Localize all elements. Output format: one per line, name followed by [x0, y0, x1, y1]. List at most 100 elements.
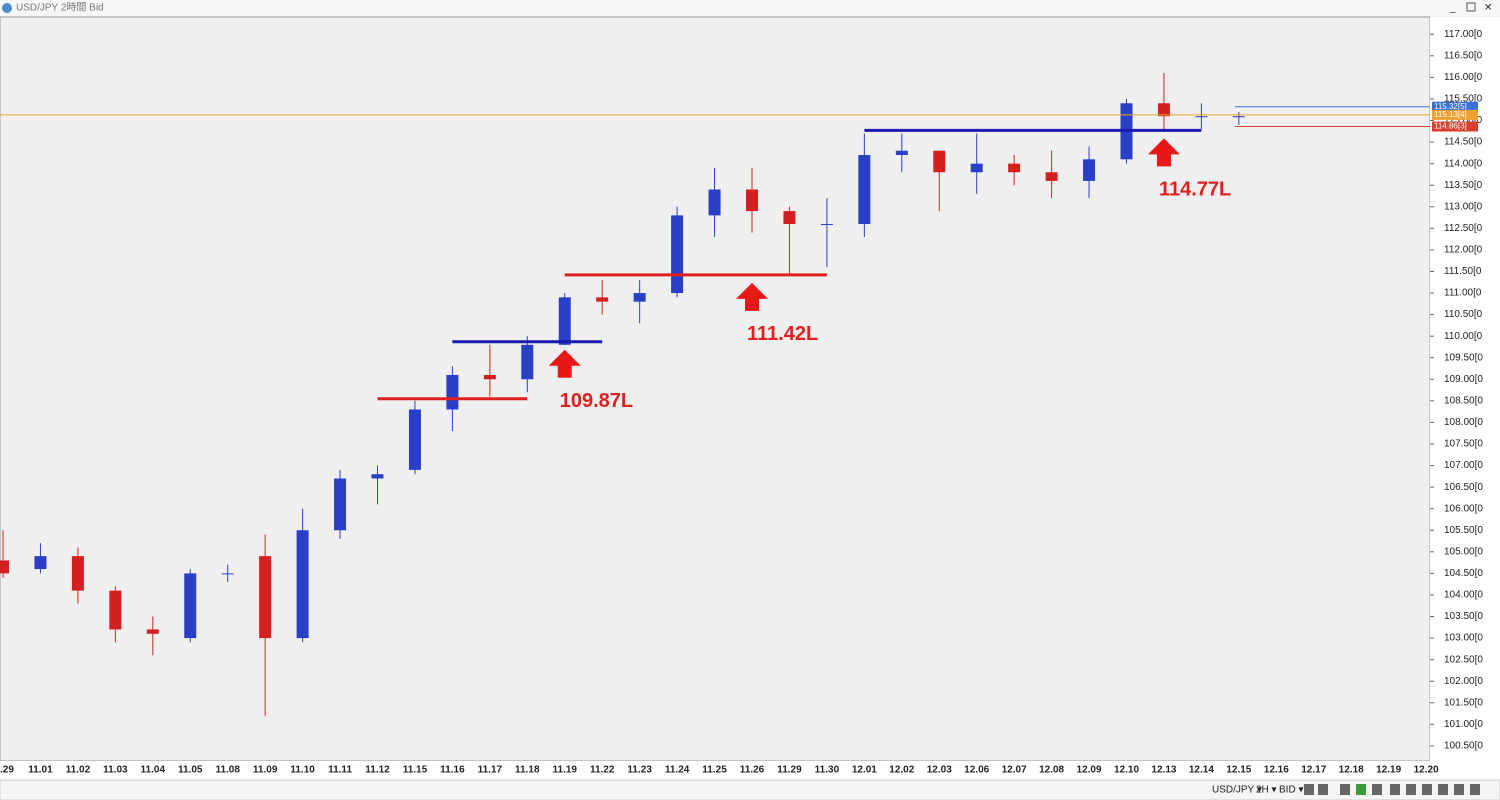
y-tick-label: 105.00[0: [1444, 546, 1483, 557]
y-tick-label: 108.50[0: [1444, 396, 1483, 407]
candle-body: [596, 297, 609, 302]
y-tick-label: 106.50[0: [1444, 482, 1483, 493]
candle-body: [671, 215, 684, 294]
candle-body: [334, 478, 347, 531]
arrow-icon: [548, 349, 581, 378]
minimize-button[interactable]: _: [1449, 3, 1456, 14]
y-tick-label: 107.50[0: [1444, 439, 1483, 450]
x-tick-label: 12.19: [1376, 765, 1401, 776]
close-button[interactable]: ✕: [1484, 3, 1492, 14]
x-tick-label: 11.11: [328, 765, 352, 776]
level-label: 114.77L: [1159, 179, 1231, 201]
x-tick-label: 12.10: [1114, 765, 1139, 776]
x-tick-label: 12.07: [1002, 765, 1027, 776]
tool-icon[interactable]: [1422, 784, 1432, 795]
y-tick-label: 105.50[0: [1444, 525, 1483, 536]
y-tick-label: 102.00[0: [1444, 676, 1483, 687]
app-icon: [2, 3, 12, 13]
candle-body: [109, 590, 122, 630]
x-tick-label: 12.20: [1414, 765, 1439, 776]
tool-icon[interactable]: [1454, 784, 1464, 795]
candle-body: [371, 474, 384, 479]
x-tick-label: 11.03: [103, 765, 128, 776]
y-tick-label: 112.00[0: [1444, 245, 1483, 256]
title-bar: [0, 0, 1500, 16]
symbol-select[interactable]: USD/JPY ▾: [1212, 785, 1262, 796]
y-tick-label: 109.00[0: [1444, 374, 1483, 385]
x-tick-label: 11.22: [590, 765, 615, 776]
tool-icon[interactable]: [1372, 784, 1382, 795]
arrow-icon: [1147, 138, 1180, 167]
y-tick-label: 109.50[0: [1444, 352, 1483, 363]
candle-body: [933, 150, 946, 173]
tool-icon[interactable]: [1470, 784, 1480, 795]
x-tick-label: 11.23: [627, 765, 652, 776]
y-tick-label: 110.00[0: [1444, 331, 1483, 342]
y-tick-label: 106.00[0: [1444, 503, 1483, 514]
candle-body: [746, 189, 758, 212]
maximize-button[interactable]: [1466, 2, 1476, 12]
toolbar: [0, 779, 1500, 800]
y-tick-label: 102.50[0: [1444, 654, 1483, 665]
x-tick-label: 12.16: [1264, 765, 1289, 776]
y-tick-label: 111.00[0: [1444, 288, 1482, 299]
x-tick-label: 11.18: [515, 765, 540, 776]
x-tick-label: 11.26: [740, 765, 765, 776]
x-tick-label: 11.05: [178, 765, 203, 776]
candle-body: [783, 211, 796, 225]
y-tick-label: 114.00[0: [1444, 158, 1483, 169]
candle-body: [1083, 159, 1096, 181]
x-tick-label: 11.29: [777, 765, 802, 776]
x-tick-label: 11.24: [665, 765, 690, 776]
x-tick-label: 11.19: [553, 765, 578, 776]
x-tick-label: 11.25: [702, 765, 727, 776]
candle-body: [221, 573, 234, 575]
y-tick-label: 117.00[0: [1444, 29, 1483, 40]
tool-icon[interactable]: [1340, 784, 1350, 795]
y-tick-label: 112.50[0: [1444, 223, 1483, 234]
candle-body: [446, 374, 459, 410]
y-tick-label: 115.50[0: [1444, 94, 1483, 105]
x-tick-label: .29: [0, 765, 14, 776]
candle-body: [521, 344, 534, 380]
y-tick-label: 113.50[0: [1444, 180, 1483, 191]
x-tick-label: 11.15: [403, 765, 428, 776]
tool-icon[interactable]: [1304, 784, 1314, 795]
y-tick-label: 113.00[0: [1444, 201, 1483, 212]
x-tick-label: 12.06: [964, 765, 989, 776]
x-tick-label: 12.15: [1226, 765, 1251, 776]
tool-icon[interactable]: [1318, 784, 1328, 795]
candle-body: [34, 556, 47, 570]
tool-icon[interactable]: [1390, 784, 1400, 795]
x-tick-label: 12.17: [1301, 765, 1326, 776]
candle-body: [184, 573, 197, 639]
candle-body: [895, 150, 908, 156]
candle-body: [1157, 103, 1170, 117]
window-title: USD/JPY 2時間 Bid: [16, 2, 104, 14]
tool-icon[interactable]: [1438, 784, 1448, 795]
tool-icon[interactable]: [1356, 784, 1366, 795]
candle-body: [1008, 163, 1021, 173]
y-tick-label: 103.00[0: [1444, 633, 1483, 644]
arrow-icon: [736, 282, 768, 311]
x-tick-label: 11.01: [28, 765, 53, 776]
price-badge: [1432, 121, 1478, 132]
y-tick-label: 104.00[0: [1444, 590, 1483, 601]
side-select[interactable]: BID ▾: [1279, 785, 1303, 796]
y-tick-label: 100.50[0: [1444, 741, 1483, 752]
tool-icon[interactable]: [1406, 784, 1416, 795]
time-axis: [0, 761, 1500, 780]
price-axis: [1430, 17, 1500, 761]
y-tick-label: 111.50[0: [1444, 266, 1482, 277]
x-tick-label: 12.09: [1077, 765, 1102, 776]
timeframe-select[interactable]: 2H ▾: [1256, 785, 1277, 796]
y-tick-label: 101.50[0: [1444, 697, 1483, 708]
x-tick-label: 11.02: [66, 765, 91, 776]
candle-body: [1232, 116, 1245, 118]
y-tick-label: 115.00[0: [1444, 115, 1483, 126]
price-badge: [1432, 101, 1478, 112]
candle-body: [408, 409, 421, 470]
y-tick-label: 116.50[0: [1444, 50, 1483, 61]
x-tick-label: 11.08: [215, 765, 240, 776]
